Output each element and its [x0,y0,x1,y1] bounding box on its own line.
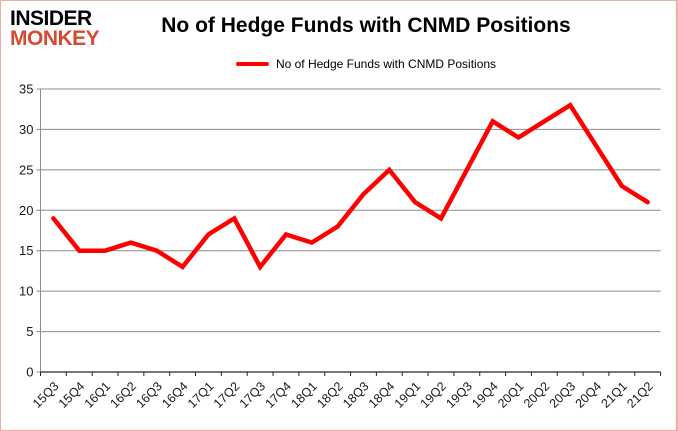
y-axis-label-20: 20 [19,203,33,218]
y-axis-label-0: 0 [26,365,33,380]
x-axis-label-19Q4: 19Q4 [469,379,501,411]
y-axis-label-30: 30 [19,122,33,137]
y-axis-label-25: 25 [19,162,33,177]
x-axis-label-19Q2: 19Q2 [418,379,450,411]
x-axis-label-17Q3: 17Q3 [237,379,269,411]
x-axis-label-19Q1: 19Q1 [392,379,424,411]
series-line [51,102,650,271]
x-axis-label-18Q4: 18Q4 [366,379,398,411]
chart-title: No of Hedge Funds with CNMD Positions [161,14,571,37]
y-axis-label-5: 5 [26,324,33,339]
x-axis-label-16Q1: 16Q1 [82,379,114,411]
logo-monkey-text: MONKEY [10,26,100,50]
x-axis-label-15Q4: 15Q4 [56,379,88,411]
x-axis-label-17Q4: 17Q4 [263,379,295,411]
insider-monkey-logo: INSIDER MONKEY [10,7,100,50]
x-axis-label-16Q3: 16Q3 [133,379,165,411]
x-axis-label-18Q1: 18Q1 [288,379,320,411]
x-axis-label-16Q4: 16Q4 [159,379,191,411]
x-axis-label-17Q1: 17Q1 [185,379,217,411]
x-axis-label-18Q2: 18Q2 [314,379,346,411]
y-axis-label-10: 10 [19,284,33,299]
y-axis-label-15: 15 [19,243,33,258]
x-axis-label-17Q2: 17Q2 [211,379,243,411]
x-axis-label-20Q2: 20Q2 [521,379,553,411]
y-axis-label-35: 35 [19,82,33,97]
x-axis-label-20Q1: 20Q1 [495,379,527,411]
x-axis-label-19Q3: 19Q3 [443,379,475,411]
logo-insider-text: INSIDER [10,7,92,30]
x-axis-label-20Q4: 20Q4 [573,379,605,411]
x-axis-label-18Q3: 18Q3 [340,379,372,411]
x-axis-label-20Q3: 20Q3 [547,379,579,411]
legend-line-swatch [235,62,269,66]
x-axis-label-15Q3: 15Q3 [30,379,62,411]
x-axis-label-16Q2: 16Q2 [108,379,140,411]
legend: No of Hedge Funds with CNMD Positions [131,57,601,71]
legend-label: No of Hedge Funds with CNMD Positions [275,57,497,71]
x-axis-label-21Q1: 21Q1 [598,379,630,411]
x-axis-label-21Q2: 21Q2 [624,379,656,411]
